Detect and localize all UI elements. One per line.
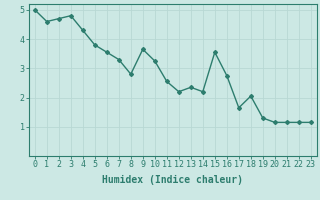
X-axis label: Humidex (Indice chaleur): Humidex (Indice chaleur) [102,175,243,185]
